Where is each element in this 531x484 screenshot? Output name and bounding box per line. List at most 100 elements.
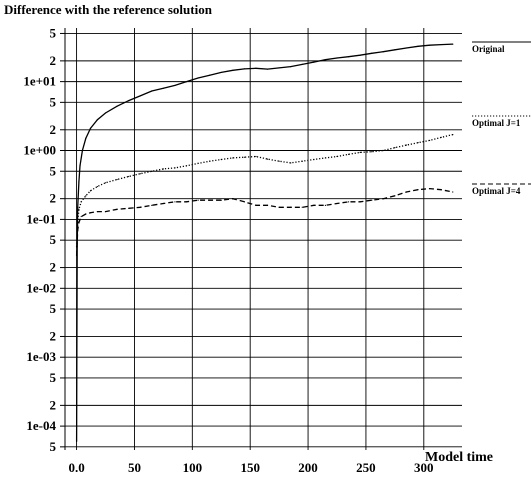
series-2-point bbox=[185, 165, 188, 167]
series-1-point bbox=[428, 44, 431, 46]
series-3-point bbox=[440, 189, 442, 191]
series-1-point bbox=[278, 67, 280, 69]
series-1-point bbox=[232, 69, 234, 71]
series-1-point bbox=[116, 105, 118, 107]
series-2-point bbox=[336, 155, 338, 158]
series-2-point bbox=[428, 139, 431, 142]
series-2-point bbox=[209, 160, 211, 162]
series-1-point bbox=[324, 59, 327, 61]
series-1-point bbox=[128, 100, 130, 102]
series-3-point bbox=[162, 202, 164, 205]
y-tick-label: 2 bbox=[50, 122, 57, 137]
y-tick-label: 1e-03 bbox=[26, 349, 56, 364]
series-3-point bbox=[324, 204, 327, 206]
series-2-point bbox=[89, 190, 92, 192]
legend-label-3: Optimal J=4 bbox=[472, 186, 521, 196]
series-3-point bbox=[394, 195, 396, 197]
series-3-point bbox=[96, 210, 99, 213]
legend: Original Optimal J=1 Optimal J=4 bbox=[472, 41, 531, 196]
series-2-point bbox=[151, 170, 153, 172]
series-3-point bbox=[151, 204, 153, 206]
series-3-point bbox=[452, 191, 454, 193]
series-1-point bbox=[417, 45, 419, 47]
series-3-point bbox=[80, 215, 82, 218]
series-1-point bbox=[371, 52, 373, 54]
x-tick-label: 100 bbox=[183, 460, 203, 475]
series-2-point bbox=[394, 147, 396, 149]
series-2-point bbox=[405, 144, 408, 146]
series-1-point bbox=[185, 81, 188, 83]
legend-label-1: Original bbox=[472, 44, 505, 54]
series-1-point bbox=[359, 54, 361, 56]
series-2-point bbox=[243, 156, 246, 158]
series-1-point bbox=[104, 112, 107, 114]
series-2-point bbox=[278, 160, 280, 162]
series-line-1 bbox=[75, 43, 453, 442]
series-1-point bbox=[220, 71, 222, 74]
series-2-point bbox=[359, 151, 361, 153]
series-3-point bbox=[336, 202, 338, 205]
chart-title: Difference with the reference solution bbox=[4, 2, 213, 17]
x-axis-ticks: 0.0 50 100 150 200 250 300 bbox=[68, 460, 433, 475]
series-1-point bbox=[78, 181, 80, 183]
series-2-point bbox=[440, 136, 442, 138]
y-tick-label: 2 bbox=[50, 191, 57, 206]
series-3-point bbox=[243, 201, 246, 203]
series-1-point bbox=[440, 43, 442, 46]
series-3-point bbox=[75, 254, 78, 257]
series-1-point bbox=[347, 56, 350, 58]
series-3-point bbox=[209, 199, 211, 201]
series-1-point bbox=[394, 49, 396, 51]
series-line-3 bbox=[75, 187, 453, 256]
series-1-point bbox=[89, 127, 92, 129]
series-2-point bbox=[78, 208, 80, 210]
series-2-point bbox=[232, 157, 234, 159]
y-tick-label: 5 bbox=[50, 370, 57, 385]
y-tick-label: 1e-02 bbox=[26, 280, 56, 295]
series-3-point bbox=[104, 210, 107, 213]
series-2-point bbox=[266, 158, 269, 160]
series-1-point bbox=[75, 440, 78, 442]
series-2-point bbox=[347, 153, 350, 155]
series-2-point bbox=[128, 175, 130, 178]
series-3-point bbox=[266, 204, 269, 206]
series-2-point bbox=[80, 201, 82, 203]
y-tick-label: 2 bbox=[50, 260, 57, 275]
x-tick-label: 0.0 bbox=[68, 460, 84, 475]
y-tick-label: 2 bbox=[50, 397, 57, 412]
series-1-point bbox=[197, 77, 199, 79]
y-tick-label: 1e+01 bbox=[23, 74, 56, 89]
series-3-point bbox=[290, 206, 292, 208]
series-1-point bbox=[452, 43, 454, 45]
grid-lines bbox=[64, 28, 462, 450]
series-3-point bbox=[185, 201, 188, 203]
x-axis-label: Model time bbox=[425, 450, 493, 465]
series-2-point bbox=[96, 185, 99, 188]
series-1-point bbox=[77, 206, 79, 208]
series-3-point bbox=[220, 199, 222, 201]
series-3-point bbox=[417, 189, 419, 191]
series-3-point bbox=[313, 204, 315, 206]
y-tick-label: 5 bbox=[50, 94, 57, 109]
series-1-point bbox=[79, 165, 81, 167]
series-3-point bbox=[428, 188, 431, 190]
series-2-point bbox=[301, 160, 303, 162]
series-1-point bbox=[301, 63, 303, 65]
y-tick-label: 1e-04 bbox=[26, 418, 56, 433]
series-2-point bbox=[77, 221, 79, 224]
series-2-point bbox=[290, 162, 292, 164]
series-1-point bbox=[151, 90, 153, 92]
x-tick-label: 300 bbox=[414, 460, 434, 475]
series-3-point bbox=[139, 206, 141, 208]
series-1-point bbox=[162, 87, 164, 89]
y-tick-label: 1e+00 bbox=[23, 143, 56, 158]
series-1-point bbox=[243, 68, 246, 70]
series-2-point bbox=[324, 157, 327, 159]
y-tick-label: 5 bbox=[50, 439, 57, 454]
series-2-point bbox=[417, 142, 419, 144]
series-3-point bbox=[359, 201, 361, 203]
series-3-point bbox=[78, 221, 80, 224]
series-3-point bbox=[77, 229, 79, 231]
series-1-point bbox=[336, 57, 338, 59]
series-1-point bbox=[405, 47, 408, 49]
